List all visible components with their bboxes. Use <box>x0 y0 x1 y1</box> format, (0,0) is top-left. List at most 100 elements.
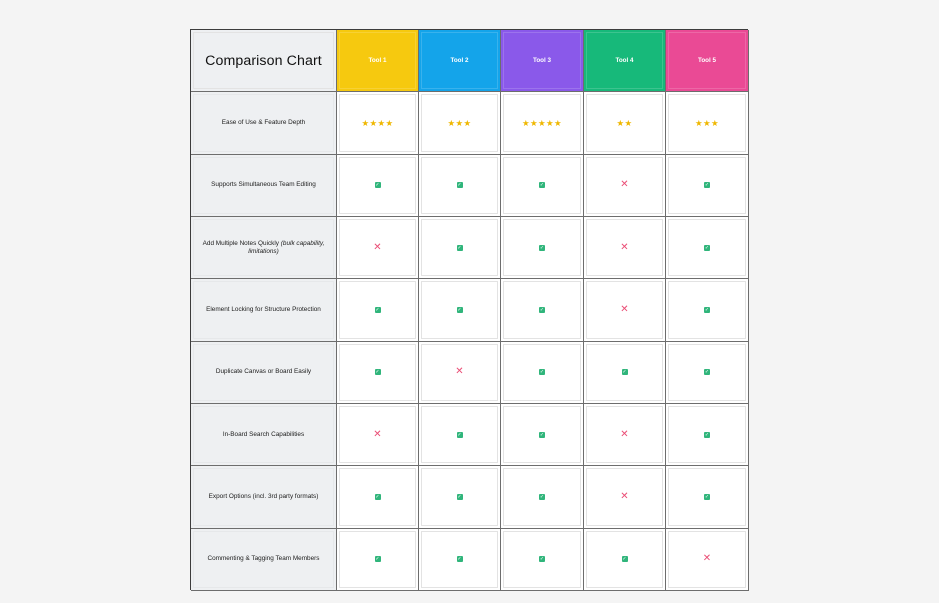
cross-icon: ✕ <box>620 241 629 253</box>
check-icon: ✓ <box>539 182 545 189</box>
status-cell: ✓ <box>419 216 501 280</box>
row-label-text: Ease of Use & Feature Depth <box>221 118 306 126</box>
check-icon: ✓ <box>456 244 463 251</box>
check-icon: ✓ <box>456 182 463 189</box>
status-cell: ✓ <box>419 154 501 217</box>
row-label-text: Element Locking for Structure Protection <box>206 305 321 313</box>
status-cell: ✓ <box>584 528 666 591</box>
tool-3-header: Tool 3 <box>501 30 584 93</box>
status-cell: ✓ <box>501 216 584 280</box>
status-cell: ✓ <box>337 466 419 529</box>
status-cell: ✓ <box>337 154 419 217</box>
check-icon: ✓ <box>539 431 545 438</box>
check-icon: ✓ <box>539 369 545 376</box>
status-cell: ✕ <box>584 466 666 529</box>
rating-cell-tool-4: ★★ <box>584 92 666 155</box>
cross-icon: ✕ <box>373 241 382 253</box>
status-cell: ✕ <box>337 403 419 467</box>
status-cell: ✓ <box>419 279 501 342</box>
check-icon: ✓ <box>374 369 381 376</box>
row-label-text: Add Multiple Notes Quickly (bulk capabil… <box>201 240 327 256</box>
cross-icon: ✕ <box>620 303 629 315</box>
cross-icon: ✕ <box>620 428 629 440</box>
status-cell: ✓ <box>666 216 749 280</box>
status-cell: ✓ <box>337 528 419 591</box>
chart-title: Comparison Chart <box>191 30 337 93</box>
check-icon: ✓ <box>539 493 545 500</box>
row-label-text: Commenting & Tagging Team Members <box>207 555 320 563</box>
check-icon: ✓ <box>456 493 463 500</box>
check-icon: ✓ <box>456 556 463 563</box>
tool-2-label: Tool 2 <box>450 57 469 65</box>
status-cell: ✓ <box>419 403 501 467</box>
check-icon: ✓ <box>704 369 710 376</box>
status-cell: ✓ <box>666 154 749 217</box>
row-label-text: Supports Simultaneous Team Editing <box>211 181 316 189</box>
row-label-element-locking: Element Locking for Structure Protection <box>191 279 337 342</box>
status-cell: ✓ <box>337 341 419 404</box>
status-cell: ✕ <box>419 341 501 404</box>
check-icon: ✓ <box>374 493 381 500</box>
row-label-text: In-Board Search Capabilities <box>222 430 305 438</box>
row-label-export-options: Export Options (incl. 3rd party formats) <box>191 466 337 529</box>
row-label-note: (bulk capability, limitations) <box>248 239 325 255</box>
star-rating-icon: ★★★★★ <box>521 117 563 128</box>
tool-4-header: Tool 4 <box>584 30 666 93</box>
rating-cell-tool-1: ★★★★ <box>337 92 419 155</box>
check-icon: ✓ <box>704 493 710 500</box>
status-cell: ✕ <box>666 528 749 591</box>
status-cell: ✓ <box>584 341 666 404</box>
check-icon: ✓ <box>374 182 381 189</box>
cross-icon: ✕ <box>620 490 629 502</box>
status-cell: ✓ <box>666 466 749 529</box>
status-cell: ✓ <box>337 279 419 342</box>
cross-icon: ✕ <box>702 553 712 565</box>
tool-3-label: Tool 3 <box>532 57 552 65</box>
check-icon: ✓ <box>704 182 710 189</box>
status-cell: ✓ <box>501 279 584 342</box>
tool-2-header: Tool 2 <box>419 30 501 93</box>
tool-1-header: Tool 1 <box>337 30 419 93</box>
check-icon: ✓ <box>374 556 381 563</box>
tool-4-label: Tool 4 <box>615 57 634 65</box>
check-icon: ✓ <box>704 244 710 251</box>
cross-icon: ✕ <box>455 366 464 378</box>
row-label-commenting-tagging: Commenting & Tagging Team Members <box>191 528 337 591</box>
row-label-text: Export Options (incl. 3rd party formats) <box>208 492 319 500</box>
status-cell: ✓ <box>501 528 584 591</box>
rating-cell-tool-2: ★★★ <box>419 92 501 155</box>
tool-1-label: Tool 1 <box>368 57 387 65</box>
star-rating-icon: ★★★ <box>694 117 720 128</box>
status-cell: ✓ <box>419 466 501 529</box>
check-icon: ✓ <box>704 306 710 313</box>
status-cell: ✓ <box>419 528 501 591</box>
row-label-text: Duplicate Canvas or Board Easily <box>215 368 312 376</box>
row-label-in-board-search: In-Board Search Capabilities <box>191 403 337 467</box>
comparison-chart: Comparison Chart Tool 1 Tool 2 Tool 3 To… <box>190 29 749 591</box>
chart-title-text: Comparison Chart <box>205 52 322 69</box>
check-icon: ✓ <box>456 431 463 438</box>
row-label-bulk-notes: Add Multiple Notes Quickly (bulk capabil… <box>191 216 337 280</box>
status-cell: ✓ <box>501 403 584 467</box>
status-cell: ✕ <box>584 154 666 217</box>
status-cell: ✕ <box>584 403 666 467</box>
check-icon: ✓ <box>539 306 545 313</box>
tool-5-header: Tool 5 <box>666 30 749 93</box>
check-icon: ✓ <box>704 431 710 438</box>
status-cell: ✕ <box>584 279 666 342</box>
cross-icon: ✕ <box>620 179 629 191</box>
status-cell: ✓ <box>666 403 749 467</box>
status-cell: ✓ <box>501 466 584 529</box>
check-icon: ✓ <box>374 306 381 313</box>
status-cell: ✓ <box>501 154 584 217</box>
row-label-main: Add Multiple Notes Quickly <box>202 239 279 247</box>
rating-cell-tool-5: ★★★ <box>666 92 749 155</box>
star-rating-icon: ★★★ <box>447 117 472 128</box>
rating-cell-tool-3: ★★★★★ <box>501 92 584 155</box>
status-cell: ✓ <box>501 341 584 404</box>
check-icon: ✓ <box>539 244 545 251</box>
status-cell: ✕ <box>337 216 419 280</box>
star-rating-icon: ★★ <box>616 117 633 128</box>
cross-icon: ✕ <box>373 428 382 440</box>
check-icon: ✓ <box>621 556 628 563</box>
